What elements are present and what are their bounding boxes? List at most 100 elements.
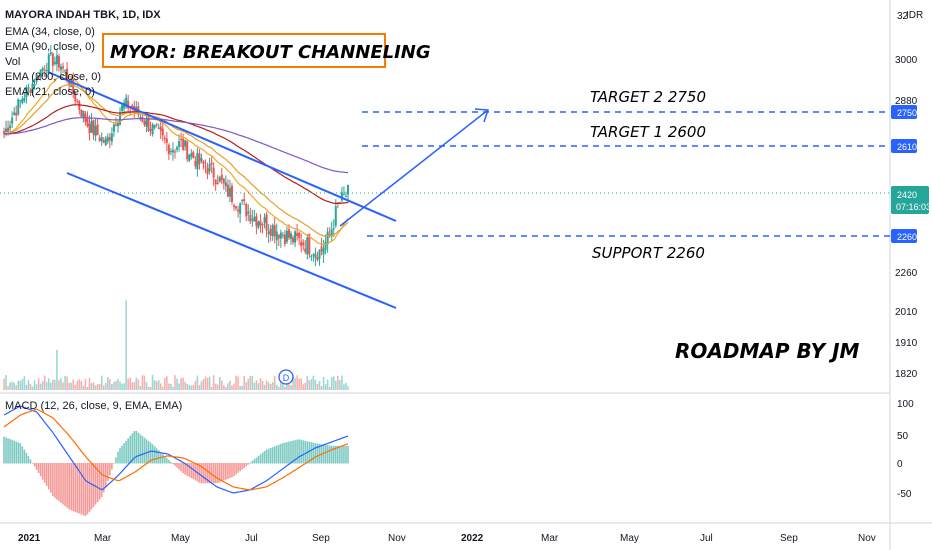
- macd-histogram-bar: [182, 463, 184, 474]
- channel-upper-line[interactable]: [47, 71, 397, 222]
- macd-legend[interactable]: MACD (12, 26, close, 9, EMA, EMA): [5, 400, 182, 412]
- candle-body: [269, 228, 272, 236]
- volume-bar: [174, 375, 176, 390]
- breakout-arrow-line[interactable]: [339, 109, 489, 227]
- candle-body: [194, 161, 197, 167]
- volume-bar: [212, 375, 215, 390]
- candle-body: [47, 54, 50, 73]
- ema200-legend[interactable]: EMA (200, close, 0): [5, 71, 101, 83]
- candle-body: [96, 124, 99, 136]
- candle-body: [169, 151, 172, 153]
- ema90-legend[interactable]: EMA (90, close, 0): [5, 41, 95, 53]
- candle-body: [326, 231, 329, 245]
- macd-histogram-bar: [151, 444, 154, 464]
- macd-histogram-bar: [328, 445, 331, 464]
- volume-bar: [68, 382, 70, 390]
- candle-body: [300, 241, 303, 246]
- candle-body: [279, 232, 282, 239]
- volume-bar: [43, 375, 46, 390]
- candle-body: [57, 56, 60, 68]
- macd-histogram-bar: [115, 457, 117, 464]
- ema34-legend[interactable]: EMA (34, close, 0): [5, 26, 95, 38]
- volume-bar: [288, 384, 290, 390]
- macd-histogram-bar: [157, 450, 160, 464]
- candle-body: [108, 137, 111, 141]
- macd-histogram-bar: [62, 463, 64, 505]
- macd-histogram-bar: [76, 463, 79, 513]
- macd-histogram-bar: [7, 438, 9, 464]
- macd-histogram-bar: [294, 440, 296, 464]
- macd-histogram-bar: [58, 463, 60, 502]
- volume-bar: [328, 386, 331, 390]
- volume-bar: [153, 380, 156, 390]
- volume-bar: [133, 382, 136, 390]
- macd-histogram-bar: [129, 435, 132, 464]
- volume-bar: [304, 382, 307, 390]
- candle-body: [210, 162, 213, 165]
- volume-bar: [135, 377, 138, 390]
- ema200-line: [4, 117, 349, 174]
- price-axis[interactable]: 32 3000 2880 2260 2010 1910 1820: [895, 11, 918, 380]
- target2-badge-label: 2750: [897, 108, 917, 118]
- volume-bar: [45, 382, 48, 390]
- macd-histogram-bar: [135, 431, 138, 464]
- macd-histogram-bar: [204, 463, 207, 484]
- candle-body: [143, 121, 146, 125]
- macd-histogram-bar: [45, 463, 48, 487]
- candle-body: [198, 153, 201, 165]
- macd-histogram-bar: [326, 445, 329, 464]
- last-price-badge: [891, 186, 929, 214]
- candle-body: [19, 100, 22, 102]
- candle-body: [228, 187, 231, 197]
- volume-bar: [27, 380, 30, 390]
- candle-body: [127, 100, 130, 109]
- volume-bar: [188, 384, 191, 390]
- candle-body: [147, 115, 150, 131]
- candle-body: [80, 109, 83, 117]
- candle-body: [119, 112, 122, 125]
- macd-axis[interactable]: 100 50 0 -50: [897, 399, 914, 500]
- candle-body: [314, 253, 317, 259]
- candle-body: [121, 105, 124, 111]
- candle-body: [308, 233, 311, 255]
- candle-body: [15, 112, 18, 116]
- time-axis[interactable]: 2021 Mar May Jul Sep Nov 2022 Mar May Ju…: [18, 533, 876, 544]
- symbol-legend[interactable]: MAYORA INDAH TBK, 1D, IDX: [5, 9, 161, 21]
- macd-histogram-bar: [149, 442, 152, 464]
- candle-body: [226, 184, 229, 197]
- macd-histogram-bar: [13, 440, 15, 464]
- volume-bar: [243, 375, 245, 390]
- volume-bar: [269, 383, 272, 390]
- volume-legend[interactable]: Vol: [5, 56, 20, 68]
- macd-histogram-bar: [68, 463, 70, 510]
- channel-lower-line[interactable]: [66, 172, 397, 309]
- macd-histogram-bar: [176, 463, 178, 468]
- candle-body: [78, 101, 81, 110]
- candle-body: [72, 79, 75, 93]
- candle-body: [13, 112, 16, 116]
- volume-bar: [286, 380, 288, 390]
- candle-body: [167, 144, 170, 155]
- volume-bar: [324, 384, 327, 390]
- macd-histogram-bar: [141, 435, 144, 464]
- macd-histogram-bar: [88, 463, 91, 512]
- signal-line: [3, 408, 349, 491]
- macd-histogram-bar: [296, 439, 298, 464]
- candle-body: [90, 120, 93, 133]
- volume-bar: [182, 377, 184, 390]
- ema21-legend[interactable]: EMA (21, close, 0): [5, 86, 95, 98]
- dividend-marker[interactable]: [278, 369, 294, 385]
- volume-bar: [312, 375, 315, 390]
- candle-body: [334, 206, 337, 226]
- candle-body: [171, 150, 174, 153]
- macd-histogram-bar: [117, 451, 119, 464]
- volume-bar: [3, 378, 5, 390]
- macd-histogram-bar: [107, 463, 109, 481]
- title-box[interactable]: [102, 33, 386, 68]
- volume-bar: [320, 386, 323, 390]
- candle-body: [59, 66, 62, 70]
- time-tick: Jul: [700, 533, 713, 544]
- macd-histogram-bar: [265, 449, 268, 464]
- macd-histogram-bar: [9, 439, 11, 464]
